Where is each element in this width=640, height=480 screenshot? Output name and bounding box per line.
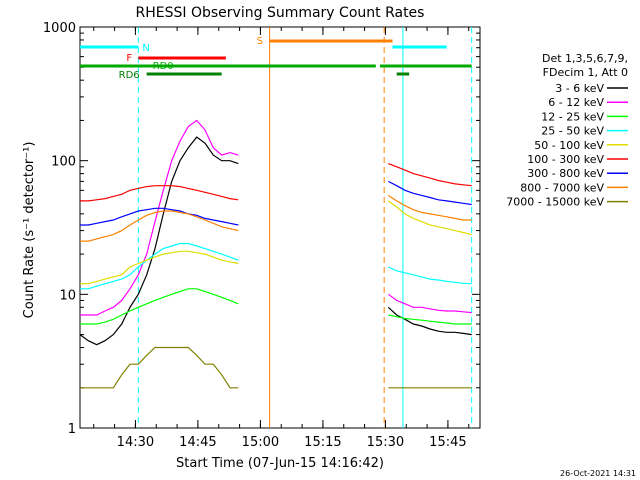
- legend-entry-label: 7000 - 15000 keV: [506, 196, 604, 209]
- x-tick-label: 15:45: [429, 435, 466, 450]
- series-line: [80, 163, 472, 202]
- y-tick-label: 1: [68, 422, 76, 437]
- x-axis-label: Start Time (07-Jun-15 14:16:42): [176, 456, 384, 471]
- legend: Det 1,3,5,6,7,9, FDecim 1, Att 0 3 - 6 k…: [506, 52, 628, 209]
- flag-label: N: [142, 43, 149, 54]
- legend-header-1: Det 1,3,5,6,7,9,: [542, 52, 628, 65]
- series-line: [80, 194, 472, 242]
- legend-entry-label: 12 - 25 keV: [541, 110, 604, 123]
- flag-label: F: [126, 53, 132, 64]
- x-tick-label: 15:15: [304, 435, 341, 450]
- y-tick-label: 10: [59, 288, 76, 303]
- legend-header-2: FDecim 1, Att 0: [543, 66, 628, 79]
- legend-entry-label: 6 - 12 keV: [548, 96, 604, 109]
- y-tick-label: 1000: [43, 21, 76, 36]
- flag-label: RD6: [119, 70, 140, 81]
- series-line: [80, 119, 472, 316]
- flag-label: RD0: [153, 61, 174, 72]
- legend-entry-label: 300 - 800 keV: [527, 167, 604, 180]
- legend-entry-label: 3 - 6 keV: [555, 82, 604, 95]
- x-tick-label: 14:45: [179, 435, 216, 450]
- y-tick-label: 100: [51, 155, 76, 170]
- flag-label: S: [257, 36, 263, 47]
- x-tick-label: 15:00: [242, 435, 279, 450]
- legend-entry-label: 50 - 100 keV: [534, 139, 604, 152]
- series-line: [80, 180, 472, 226]
- legend-entry-label: 25 - 50 keV: [541, 125, 604, 138]
- series-line: [80, 346, 472, 389]
- plot-timestamp: 26-Oct-2021 14:31: [560, 469, 636, 478]
- legend-entry-label: 800 - 7000 keV: [520, 181, 604, 194]
- plot-frame: [79, 26, 481, 429]
- x-tick-label: 14:30: [117, 435, 154, 450]
- legend-entry-label: 100 - 300 keV: [527, 153, 604, 166]
- series-line: [80, 200, 472, 285]
- plot-area: 1 10 100 1000 14:30 14:45 15:00 15:15 15:30 15:45…: [43, 21, 481, 450]
- series-line: [80, 288, 472, 325]
- chart-title: RHESSI Observing Summary Count Rates: [136, 5, 425, 21]
- x-tick-label: 15:30: [367, 435, 404, 450]
- series-line: [80, 242, 472, 290]
- y-axis-label: Count Rate (s⁻¹ detector⁻¹): [22, 142, 37, 319]
